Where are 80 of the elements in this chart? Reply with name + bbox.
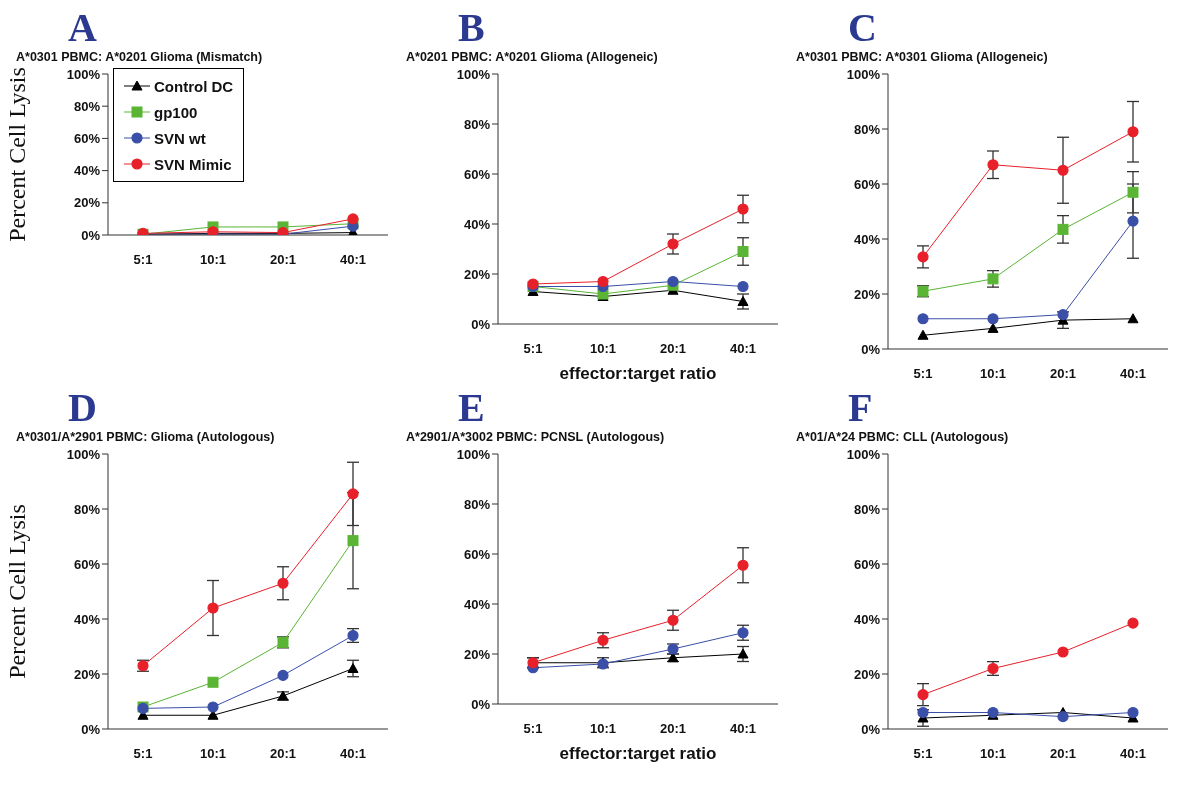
y-tick-label: 20% [73,195,101,211]
chart-title: A [68,5,98,50]
y-tick-label: 0% [471,316,491,332]
y-axis-title: Percent Cell Lysis [3,504,30,679]
x-tick-label: 10:1 [199,746,227,762]
x-tick-label: 5:1 [523,341,543,357]
x-tick-label: 10:1 [589,721,617,737]
y-tick-label: 0% [861,341,881,357]
y-tick-label: 80% [463,116,491,132]
y-tick-label: 80% [853,121,881,137]
y-tick-label: 20% [73,666,101,682]
chart-subtitle: A*0301 PBMC: A*0201 Glioma (Mismatch) [16,50,264,64]
y-tick-label: 100% [846,446,881,462]
y-tick-label: 0% [81,721,101,737]
y-tick-label: 60% [73,556,101,572]
y-tick-label: 80% [463,496,491,512]
y-tick-label: 40% [853,231,881,247]
x-tick-label: 40:1 [339,746,367,762]
chart-title: C [848,5,878,50]
x-tick-label: 20:1 [1049,366,1077,382]
x-tick-label: 5:1 [913,746,933,762]
x-tick-label: 5:1 [133,746,153,762]
y-tick-label: 100% [66,66,101,82]
chart-title: E [458,385,486,430]
y-tick-label: 20% [463,266,491,282]
x-tick-label: 20:1 [1049,746,1077,762]
y-tick-label: 60% [463,166,491,182]
y-tick-label: 0% [81,227,101,243]
y-tick-label: 40% [73,163,101,179]
y-tick-label: 40% [853,611,881,627]
x-tick-label: 40:1 [729,721,757,737]
chart-title: B [458,5,486,50]
y-tick-label: 40% [463,596,491,612]
y-tick-label: 40% [463,216,491,232]
x-tick-label: 5:1 [523,721,543,737]
chart-title: D [68,385,98,430]
y-tick-label: 60% [853,176,881,192]
x-tick-label: 20:1 [659,721,687,737]
y-tick-label: 0% [861,721,881,737]
x-tick-label: 40:1 [339,252,367,268]
x-tick-label: 40:1 [1119,746,1147,762]
y-tick-label: 60% [73,131,101,147]
y-tick-label: 0% [471,696,491,712]
x-tick-label: 10:1 [589,341,617,357]
x-tick-label: 20:1 [659,341,687,357]
x-tick-label: 5:1 [133,252,153,268]
chart-subtitle: A*2901/A*3002 PBMC: PCNSL (Autologous) [406,430,666,444]
y-tick-label: 100% [456,446,491,462]
y-tick-label: 20% [463,646,491,662]
legend-label: gp100 [154,103,198,121]
x-tick-label: 5:1 [913,366,933,382]
y-tick-label: 80% [73,501,101,517]
y-tick-label: 60% [463,546,491,562]
x-axis-title: effector:target ratio [559,364,717,383]
chart-subtitle: A*0201 PBMC: A*0201 Glioma (Allogeneic) [406,50,659,64]
legend-label: SVN wt [154,129,206,147]
y-tick-label: 100% [456,66,491,82]
x-tick-label: 10:1 [199,252,227,268]
y-tick-label: 100% [66,446,101,462]
x-tick-label: 20:1 [269,252,297,268]
chart-subtitle: A*0301/A*2901 PBMC: Glioma (Autologous) [16,430,276,444]
y-tick-label: 80% [73,98,101,114]
x-axis-title: effector:target ratio [559,744,717,763]
legend-label: Control DC [154,77,234,95]
x-tick-label: 40:1 [729,341,757,357]
x-tick-label: 40:1 [1119,366,1147,382]
legend-label: SVN Mimic [154,155,232,173]
y-axis-title: Percent Cell Lysis [3,67,30,242]
y-tick-label: 20% [853,286,881,302]
y-tick-label: 80% [853,501,881,517]
y-tick-label: 40% [73,611,101,627]
x-tick-label: 20:1 [269,746,297,762]
x-tick-label: 10:1 [979,746,1007,762]
chart-subtitle: A*0301 PBMC: A*0301 Glioma (Allogeneic) [796,50,1049,64]
y-tick-label: 100% [846,66,881,82]
y-tick-label: 20% [853,666,881,682]
chart-subtitle: A*01/A*24 PBMC: CLL (Autologous) [796,430,1010,444]
chart-title: F [848,385,874,430]
x-tick-label: 10:1 [979,366,1007,382]
y-tick-label: 60% [853,556,881,572]
